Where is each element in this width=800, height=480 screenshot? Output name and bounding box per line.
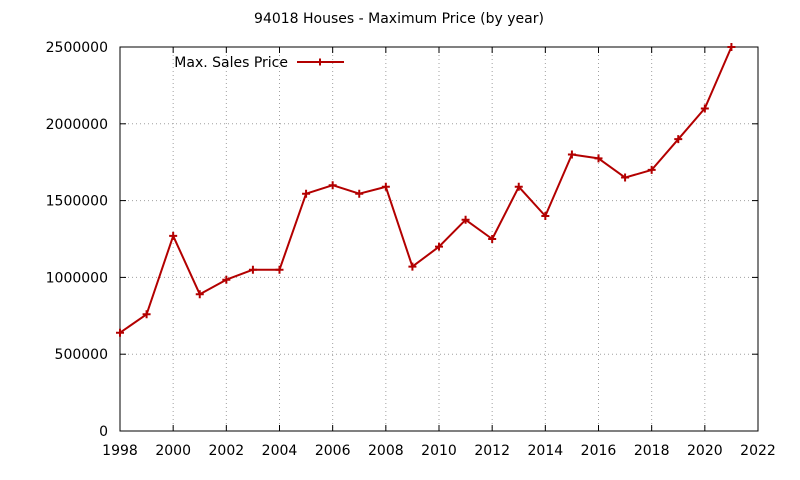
- data-point: [302, 189, 311, 198]
- y-tick-label: 1500000: [46, 194, 108, 210]
- data-point: [195, 290, 204, 299]
- series: [116, 43, 736, 337]
- grid: [120, 47, 758, 431]
- x-tick-label: 2020: [687, 443, 723, 459]
- data-point: [116, 328, 124, 337]
- data-point: [222, 275, 231, 284]
- data-point: [488, 235, 497, 243]
- x-tick-label: 2006: [315, 443, 351, 459]
- data-point: [275, 265, 284, 274]
- data-point: [621, 173, 630, 182]
- data-point: [248, 265, 257, 274]
- data-point: [381, 182, 390, 191]
- x-tick-label: 2012: [474, 443, 510, 459]
- x-tick-label: 2000: [155, 443, 191, 459]
- y-tick-label: 2500000: [46, 40, 108, 56]
- data-point: [461, 215, 470, 224]
- data-point: [727, 43, 736, 51]
- x-tick-label: 1998: [102, 443, 138, 459]
- x-tick-label: 2014: [528, 443, 564, 459]
- x-tick-label: 2002: [209, 443, 245, 459]
- ticks: 1998 2000 2002 2004 2006 2008 2010 2012 2014 2016…: [46, 40, 776, 459]
- data-point: [355, 189, 364, 198]
- data-point: [328, 181, 337, 190]
- x-tick-label: 2016: [581, 443, 617, 459]
- data-point: [541, 211, 550, 220]
- x-tick-label: 2008: [368, 443, 404, 459]
- x-tick-label: 2004: [262, 443, 298, 459]
- legend: Max. Sales Price: [174, 55, 344, 71]
- data-point: [567, 150, 576, 159]
- y-tick-label: 0: [99, 424, 108, 440]
- legend-marker: [316, 58, 324, 66]
- data-point: [514, 182, 523, 191]
- y-tick-label: 500000: [55, 347, 108, 363]
- data-point: [674, 135, 683, 144]
- data-point: [169, 231, 178, 240]
- y-tick-label: 2000000: [46, 117, 108, 133]
- x-tick-label: 2018: [634, 443, 670, 459]
- data-point: [594, 154, 603, 163]
- x-tick-label: 2022: [740, 443, 776, 459]
- data-point: [408, 262, 417, 271]
- chart-title: 94018 Houses - Maximum Price (by year): [254, 11, 544, 27]
- data-point: [647, 165, 656, 174]
- data-point: [142, 310, 151, 319]
- series-line: [119, 46, 733, 334]
- x-tick-label: 2010: [421, 443, 457, 459]
- data-point: [700, 104, 709, 113]
- legend-label: Max. Sales Price: [174, 55, 288, 71]
- data-point: [435, 242, 443, 251]
- y-tick-label: 1000000: [46, 270, 108, 286]
